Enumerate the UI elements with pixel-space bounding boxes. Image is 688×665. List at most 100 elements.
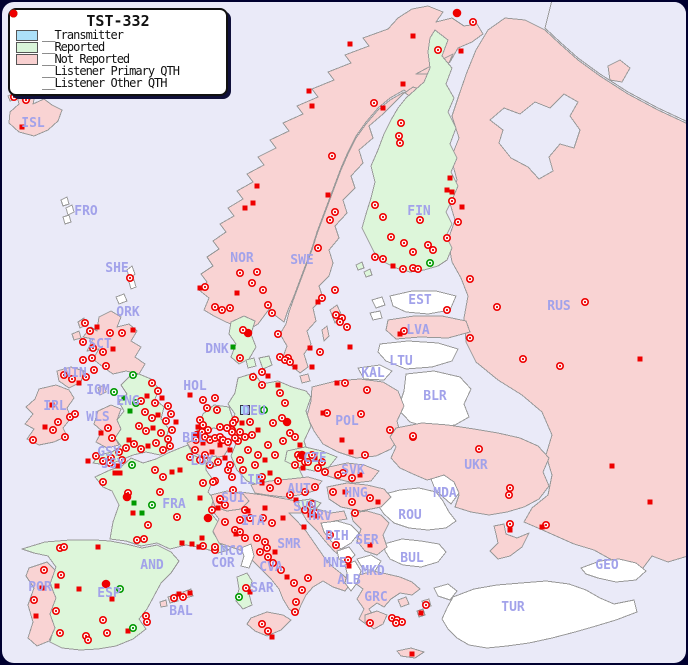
faroe-islands [60, 196, 75, 225]
country-label-lva: LVA [406, 323, 430, 338]
listener-primary-marker [115, 447, 124, 456]
listener-primary-marker [221, 500, 230, 509]
listener-primary-marker [203, 403, 212, 412]
listener-other-marker [458, 48, 464, 54]
listener-other-marker [348, 449, 354, 455]
listener-primary-marker [159, 472, 168, 481]
listener-cluster-marker [452, 8, 462, 18]
listener-primary-marker [213, 405, 222, 414]
listener-other-marker [397, 331, 403, 337]
listener-other-marker [245, 508, 251, 514]
listener-primary-marker [340, 378, 349, 387]
listener-primary-marker [343, 555, 352, 564]
listener-other-marker [199, 535, 205, 541]
listener-primary-marker [396, 119, 405, 128]
listener-primary-marker [263, 552, 272, 561]
listener-primary-marker [206, 460, 215, 469]
country-label-tur: TUR [501, 600, 525, 615]
listener-primary-marker [251, 460, 260, 469]
listener-other-marker [306, 88, 312, 94]
listener-primary-marker [118, 328, 127, 337]
listener-other-marker [390, 263, 396, 269]
country-label-lux: LUX [190, 454, 214, 469]
listener-other-marker [117, 470, 123, 476]
listener-other-marker [400, 81, 406, 87]
country-label-bel: BEL [182, 431, 206, 446]
country-irl [24, 384, 75, 446]
listener-primary-marker [465, 333, 474, 342]
listener-primary-marker [164, 434, 173, 443]
listener-other-marker [418, 610, 424, 616]
listener-other-marker [647, 499, 653, 505]
country-label-bal: BAL [169, 604, 193, 619]
listener-other-marker [155, 412, 161, 418]
listener-primary-marker [263, 300, 272, 309]
listener-primary-marker [118, 455, 127, 464]
country-label-ita: ITA [241, 514, 265, 529]
country-label-lie: LIE [239, 473, 262, 488]
listener-other-marker [173, 419, 179, 425]
listener-primary-marker [285, 490, 294, 499]
listener-primary-marker [86, 326, 95, 335]
listener-primary-marker [236, 515, 245, 524]
country-label-sar: SAR [250, 581, 274, 596]
listener-primary-marker [386, 233, 395, 242]
listener-primary-marker [300, 505, 309, 514]
country-label-eng: ENG [116, 394, 140, 409]
country-label-sct: SCT [88, 337, 112, 352]
listener-other-marker [169, 469, 175, 475]
listener-other-reported-marker [131, 500, 137, 506]
listener-primary-marker [465, 274, 474, 283]
listener-primary-marker [268, 558, 277, 567]
listener-primary-reported-marker [148, 500, 157, 509]
listener-primary-marker [140, 534, 149, 543]
listener-primary-marker [291, 597, 300, 606]
listener-primary-marker [289, 578, 298, 587]
listener-primary-marker [408, 431, 417, 440]
listener-other-marker [539, 524, 545, 530]
country-rou [376, 487, 457, 531]
country-label-rus: RUS [547, 299, 571, 314]
listener-primary-marker [365, 618, 374, 627]
listener-primary-marker [201, 450, 210, 459]
listener-primary-marker [505, 483, 514, 492]
listener-other-marker [94, 324, 100, 330]
listener-other-marker [110, 346, 116, 352]
listener-primary-marker [170, 593, 179, 602]
color-swatch-icon [16, 54, 38, 65]
listener-primary-marker [262, 543, 271, 552]
listener-primary-marker [142, 426, 151, 435]
listener-other-marker [130, 327, 136, 333]
listener-other-marker [247, 589, 253, 595]
listener-primary-marker [303, 573, 312, 582]
listener-primary-marker [84, 635, 93, 644]
listener-markers-layer [10, 8, 653, 657]
listener-primary-marker [89, 343, 98, 352]
listener-primary-marker [122, 443, 131, 452]
country-geo [580, 558, 647, 583]
listener-other-marker [259, 480, 265, 486]
listener-other-marker [339, 437, 345, 443]
listener-primary-marker [154, 386, 163, 395]
listener-primary-marker [257, 367, 266, 376]
listener-primary-marker [442, 234, 451, 243]
listener-primary-marker [108, 433, 117, 442]
listener-other-marker [39, 585, 45, 591]
listener-primary-marker [216, 494, 225, 503]
country-label-jsy: JSY [101, 457, 125, 472]
listener-primary-marker [241, 432, 250, 441]
listener-primary-marker [263, 626, 272, 635]
listener-other-marker [375, 499, 381, 505]
listener-other-marker [272, 549, 278, 555]
listener-primary-reported-marker [259, 405, 268, 414]
color-swatch-icon [16, 30, 38, 41]
listener-other-marker [301, 524, 307, 530]
listener-other-marker [409, 651, 415, 657]
listener-primary-marker [408, 248, 417, 257]
listener-primary-reported-marker [129, 370, 138, 379]
country-pol [306, 378, 405, 459]
country-label-ork: ORK [116, 305, 140, 320]
listener-other-marker [254, 183, 260, 189]
listener-primary-marker [167, 409, 176, 418]
listener-primary-marker [335, 317, 344, 326]
